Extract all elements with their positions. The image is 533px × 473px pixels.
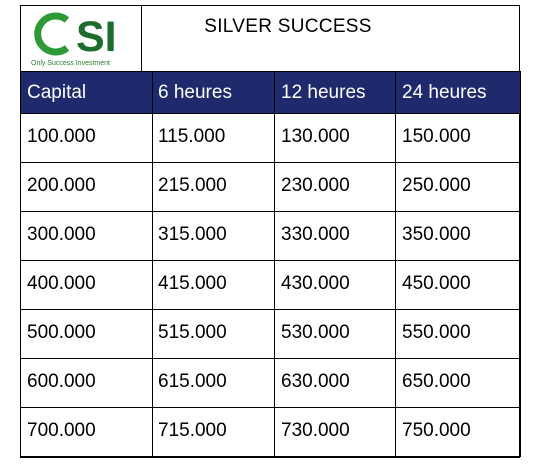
cell-24h: 250.000 <box>395 162 521 212</box>
cell-6h: 715.000 <box>152 407 275 457</box>
cell-24h: 750.000 <box>395 407 521 457</box>
column-header-24h: 24 heures <box>395 71 521 114</box>
cell-12h: 430.000 <box>274 260 396 310</box>
table-row: 400.000 415.000 430.000 450.000 <box>20 260 521 310</box>
cell-6h: 315.000 <box>152 211 275 261</box>
column-header-capital: Capital <box>20 71 153 114</box>
cell-6h: 415.000 <box>152 260 275 310</box>
cell-12h: 130.000 <box>274 113 396 163</box>
cell-capital: 500.000 <box>20 309 153 359</box>
table-row: 100.000 115.000 130.000 150.000 <box>20 113 521 163</box>
table-row: 300.000 315.000 330.000 350.000 <box>20 211 521 261</box>
cell-6h: 215.000 <box>152 162 275 212</box>
cell-24h: 350.000 <box>395 211 521 261</box>
cell-12h: 230.000 <box>274 162 396 212</box>
table-row: 500.000 515.000 530.000 550.000 <box>20 309 521 359</box>
column-header-12h: 12 heures <box>274 71 396 114</box>
cell-24h: 450.000 <box>395 260 521 310</box>
cell-capital: 700.000 <box>20 407 153 457</box>
cell-6h: 115.000 <box>152 113 275 163</box>
csi-logo-icon: SI <box>34 12 117 57</box>
cell-12h: 730.000 <box>274 407 396 457</box>
cell-12h: 530.000 <box>274 309 396 359</box>
cell-12h: 630.000 <box>274 358 396 408</box>
returns-table: Capital 6 heures 12 heures 24 heures 100… <box>20 71 521 457</box>
logo: SI Only Success Investment <box>20 5 142 71</box>
cell-capital: 600.000 <box>20 358 153 408</box>
cell-capital: 300.000 <box>20 211 153 261</box>
cell-capital: 100.000 <box>20 113 153 163</box>
cell-capital: 200.000 <box>20 162 153 212</box>
logo-tagline: Only Success Investment <box>31 60 110 67</box>
cell-12h: 330.000 <box>274 211 396 261</box>
cell-24h: 150.000 <box>395 113 521 163</box>
table-row: 200.000 215.000 230.000 250.000 <box>20 162 521 212</box>
cell-6h: 515.000 <box>152 309 275 359</box>
page-title: SILVER SUCCESS <box>204 16 372 37</box>
table-row: 600.000 615.000 630.000 650.000 <box>20 358 521 408</box>
logo-letters: SI <box>76 13 117 57</box>
table-row: 700.000 715.000 730.000 750.000 <box>20 407 521 457</box>
column-header-6h: 6 heures <box>152 71 275 114</box>
cell-24h: 650.000 <box>395 358 521 408</box>
cell-6h: 615.000 <box>152 358 275 408</box>
cell-capital: 400.000 <box>20 260 153 310</box>
cell-24h: 550.000 <box>395 309 521 359</box>
table-header-row: Capital 6 heures 12 heures 24 heures <box>20 71 521 114</box>
